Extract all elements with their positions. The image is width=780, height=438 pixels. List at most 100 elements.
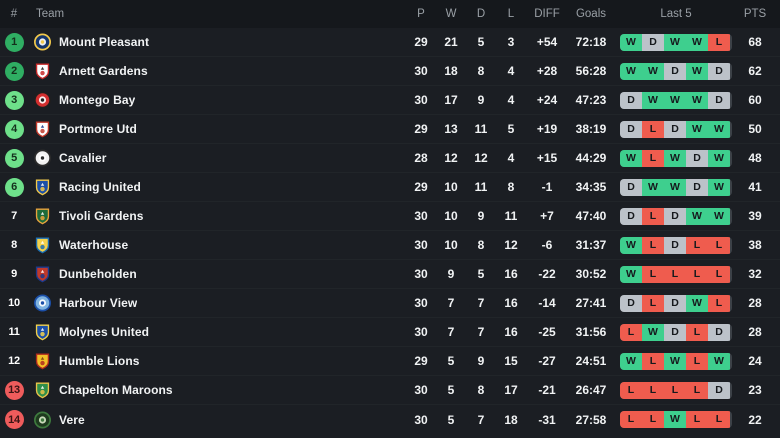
vere-crest	[34, 411, 51, 429]
lost-cell: 4	[507, 151, 515, 165]
team-cell[interactable]: Molynes United	[28, 323, 406, 341]
won-cell: 17	[444, 93, 458, 107]
table-row[interactable]: 13 Chapelton Maroons 30 5 8 17 -21 26:47 L L L L D 23	[0, 376, 780, 405]
team-cell[interactable]: Arnett Gardens	[28, 62, 406, 80]
molynes-united-crest	[34, 323, 51, 341]
last-five-result: L	[642, 236, 664, 254]
lost-cell: 4	[507, 93, 515, 107]
last-five-result: L	[642, 294, 664, 312]
table-row[interactable]: 12 Humble Lions 29 5 9 15 -27 24:51 W L W L W 24	[0, 347, 780, 376]
last-five-result: W	[620, 236, 642, 254]
goals-cell: 26:47	[575, 383, 607, 397]
rank-badge: 10	[8, 297, 20, 309]
team-cell[interactable]: Humble Lions	[28, 352, 406, 370]
table-row[interactable]: 2 Arnett Gardens 30 18 8 4 +28 56:28 W W D W D 62	[0, 57, 780, 86]
table-row[interactable]: 14 Vere 30 5 7 18 -31 27:58 L L W L L 22	[0, 405, 780, 434]
goal-difference-cell: +54	[536, 35, 558, 49]
rank-badge: 7	[11, 210, 17, 222]
played-cell: 29	[414, 180, 428, 194]
won-cell: 21	[444, 35, 458, 49]
points-cell: 50	[748, 122, 762, 136]
team-cell[interactable]: Portmore Utd	[28, 120, 406, 138]
team-cell[interactable]: Mount Pleasant	[28, 33, 406, 51]
goal-difference-cell: +15	[536, 151, 558, 165]
rank-cell: 13	[0, 380, 28, 400]
played-cell: 30	[414, 383, 428, 397]
table-body: 1 Mount Pleasant 29 21 5 3 +54 72:18 W D W W L 68 2 Arn…	[0, 28, 780, 434]
goal-difference-cell: -27	[538, 354, 556, 368]
last-five-result: W	[664, 178, 686, 196]
team-name: Dunbeholden	[59, 267, 137, 281]
last-five-result: W	[664, 352, 686, 370]
lost-cell: 18	[504, 412, 518, 427]
tivoli-gardens-crest	[34, 207, 51, 225]
portmore-utd-crest	[34, 120, 51, 138]
last-five-result: L	[686, 381, 708, 399]
last-five-result: W	[642, 91, 664, 109]
last-five-result: W	[708, 149, 730, 167]
rank-cell: 6	[0, 177, 28, 197]
points-cell: 68	[748, 35, 762, 49]
team-cell[interactable]: Tivoli Gardens	[28, 207, 406, 225]
drawn-cell: 7	[477, 412, 485, 427]
last-five-result: W	[620, 33, 642, 51]
lost-cell: 16	[504, 325, 518, 339]
goal-difference-cell: +28	[536, 64, 558, 78]
drawn-cell: 5	[477, 35, 485, 49]
header-lost: L	[507, 8, 515, 20]
team-cell[interactable]: Cavalier	[28, 149, 406, 167]
table-row[interactable]: 9 Dunbeholden 30 9 5 16 -22 30:52 W L L L L 32	[0, 260, 780, 289]
last-five-result: W	[686, 33, 708, 51]
played-cell: 30	[414, 93, 428, 107]
last-five-result: W	[686, 294, 708, 312]
drawn-cell: 8	[477, 383, 485, 397]
last-five-result: W	[620, 352, 642, 370]
table-row[interactable]: 11 Molynes United 30 7 7 16 -25 31:56 L W D L D 28	[0, 318, 780, 347]
won-cell: 5	[447, 383, 455, 397]
lost-cell: 8	[507, 180, 515, 194]
goal-difference-cell: -21	[538, 383, 556, 397]
table-row[interactable]: 8 Waterhouse 30 10 8 12 -6 31:37 W L D L L 38	[0, 231, 780, 260]
rank-badge: 9	[11, 268, 17, 280]
goals-cell: 38:19	[575, 122, 607, 136]
team-cell[interactable]: Waterhouse	[28, 236, 406, 254]
last-five-result: L	[642, 381, 664, 399]
arnett-gardens-crest	[34, 62, 51, 80]
table-header-row: # Team P W D L DIFF Goals Last 5 PTS	[0, 0, 780, 28]
goals-cell: 34:35	[575, 180, 607, 194]
rank-cell: 9	[0, 265, 28, 284]
last-five-result: D	[620, 91, 642, 109]
team-cell[interactable]: Racing United	[28, 178, 406, 196]
team-cell[interactable]: Vere	[28, 411, 406, 429]
played-cell: 30	[414, 296, 428, 310]
table-row[interactable]: 10 Harbour View 30 7 7 16 -14 27:41 D L D W L 28	[0, 289, 780, 318]
rank-cell: 8	[0, 236, 28, 255]
points-cell: 23	[748, 383, 762, 397]
table-row[interactable]: 1 Mount Pleasant 29 21 5 3 +54 72:18 W D W W L 68	[0, 28, 780, 57]
last-five-result: W	[620, 149, 642, 167]
won-cell: 9	[447, 267, 455, 281]
team-cell[interactable]: Chapelton Maroons	[28, 381, 406, 399]
last-five-result: L	[664, 381, 686, 399]
header-team: Team	[36, 8, 65, 20]
won-cell: 10	[444, 180, 458, 194]
table-row[interactable]: 4 Portmore Utd 29 13 11 5 +19 38:19 D L D W W 50	[0, 115, 780, 144]
team-cell[interactable]: Dunbeholden	[28, 265, 406, 283]
table-row[interactable]: 3 Montego Bay 30 17 9 4 +24 47:23 D W W W D 60	[0, 86, 780, 115]
team-cell[interactable]: Harbour View	[28, 294, 406, 312]
table-row[interactable]: 7 Tivoli Gardens 30 10 9 11 +7 47:40 D L D W W 39	[0, 202, 780, 231]
table-row[interactable]: 5 Cavalier 28 12 12 4 +15 44:29 W L W D W 48	[0, 144, 780, 173]
team-cell[interactable]: Montego Bay	[28, 91, 406, 109]
last-five-result: D	[708, 91, 730, 109]
won-cell: 10	[444, 209, 458, 223]
table-row[interactable]: 6 Racing United 29 10 11 8 -1 34:35 D W W D W 41	[0, 173, 780, 202]
team-name: Arnett Gardens	[59, 64, 148, 78]
